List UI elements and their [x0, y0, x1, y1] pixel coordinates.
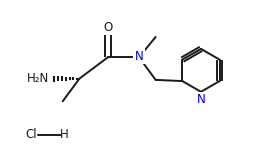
Text: N: N — [197, 93, 205, 106]
Text: Cl: Cl — [26, 128, 38, 141]
Text: H: H — [60, 128, 68, 141]
Text: O: O — [103, 21, 113, 34]
Text: N: N — [135, 50, 143, 62]
Text: H₂N: H₂N — [27, 72, 49, 85]
